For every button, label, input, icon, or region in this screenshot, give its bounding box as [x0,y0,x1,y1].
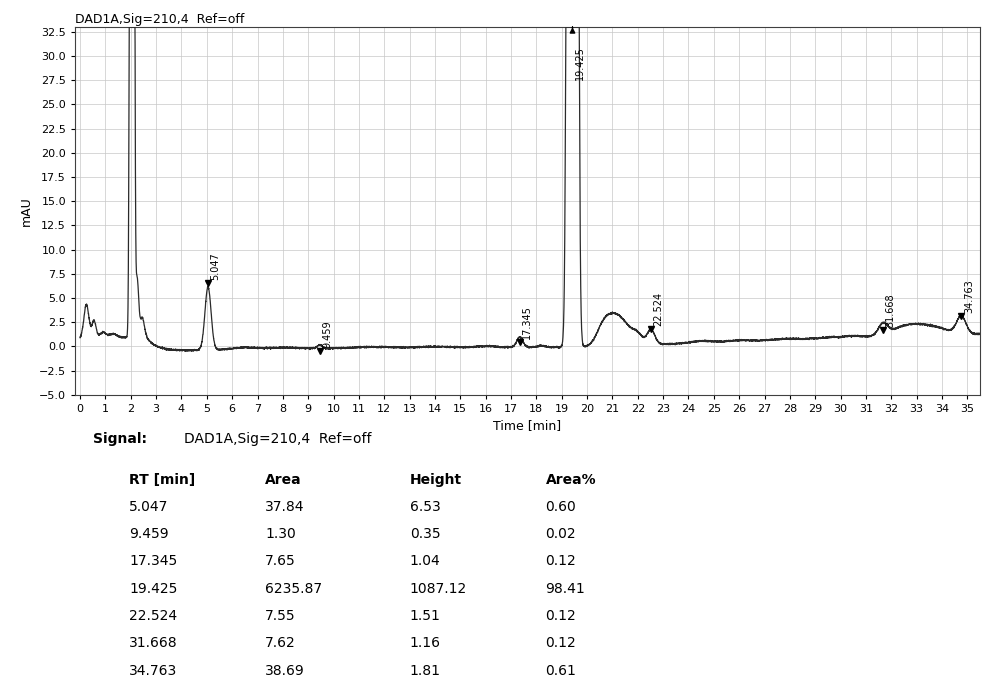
Text: 0.02: 0.02 [546,527,576,541]
Text: 1.04: 1.04 [410,554,441,569]
Text: 0.12: 0.12 [546,609,576,623]
Text: 7.65: 7.65 [265,554,296,569]
Text: 17.345: 17.345 [129,554,178,569]
Text: 98.41: 98.41 [546,582,585,596]
Text: 0.35: 0.35 [410,527,440,541]
Text: 9.459: 9.459 [322,321,332,348]
Text: 0.60: 0.60 [546,500,576,514]
Text: 34.763: 34.763 [964,279,974,312]
Text: 5.047: 5.047 [129,500,169,514]
Text: 19.425: 19.425 [129,582,178,596]
Text: 7.55: 7.55 [265,609,296,623]
Text: DAD1A,Sig=210,4  Ref=off: DAD1A,Sig=210,4 Ref=off [184,432,371,446]
Text: 6.53: 6.53 [410,500,441,514]
Text: 0.61: 0.61 [546,664,576,676]
Text: Area%: Area% [546,473,596,487]
Text: 6235.87: 6235.87 [265,582,322,596]
Text: Signal:: Signal: [93,432,147,446]
X-axis label: Time [min]: Time [min] [493,420,562,433]
Text: 9.459: 9.459 [129,527,169,541]
Y-axis label: mAU: mAU [20,196,33,226]
Text: 5.047: 5.047 [211,253,221,281]
Text: 1.81: 1.81 [410,664,441,676]
Text: 1.51: 1.51 [410,609,441,623]
Text: DAD1A,Sig=210,4  Ref=off: DAD1A,Sig=210,4 Ref=off [75,13,244,26]
Text: 37.84: 37.84 [265,500,305,514]
Text: RT [min]: RT [min] [129,473,196,487]
Text: 0.12: 0.12 [546,554,576,569]
Text: 31.668: 31.668 [129,636,178,650]
Text: 17.345: 17.345 [522,305,532,339]
Text: 0.12: 0.12 [546,636,576,650]
Text: 1.30: 1.30 [265,527,296,541]
Text: 1087.12: 1087.12 [410,582,467,596]
Text: 22.524: 22.524 [654,292,664,326]
Text: 34.763: 34.763 [129,664,178,676]
Text: Area: Area [265,473,302,487]
Text: 31.668: 31.668 [885,293,895,327]
Text: 22.524: 22.524 [129,609,177,623]
Text: Height: Height [410,473,462,487]
Text: 7.62: 7.62 [265,636,296,650]
Text: 38.69: 38.69 [265,664,305,676]
Text: 1.16: 1.16 [410,636,441,650]
Text: 19.425: 19.425 [575,47,585,80]
